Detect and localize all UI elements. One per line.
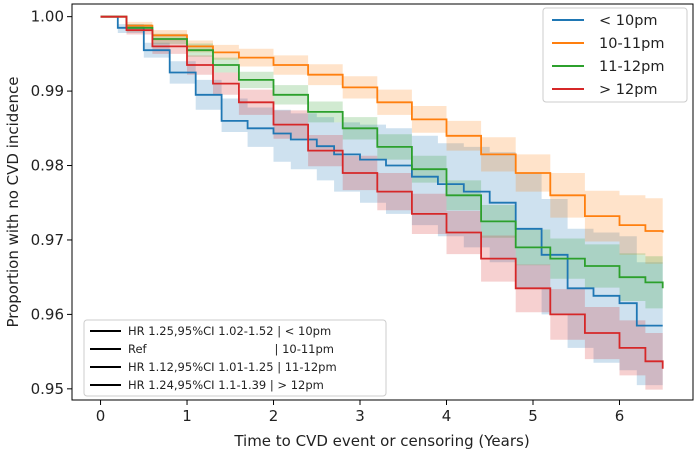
y-tick-label: 1.00 [31,8,64,26]
series-0-ci-band [100,16,663,386]
x-tick-label: 6 [615,407,625,425]
y-tick-label: 0.99 [31,82,64,100]
legend-box [542,7,688,103]
legend-label-11-12: 11-12pm [599,59,664,75]
legend-label-lt10: < 10pm [599,13,658,29]
survival-curves [100,15,664,369]
y-tick-label: 0.96 [31,305,64,323]
x-tick-label: 3 [355,407,365,425]
series-2-ci-band [100,16,663,316]
x-tick-label: 0 [96,407,106,425]
hr-box-frame [83,319,387,397]
legend: < 10pm 10-11pm 11-12pm > 12pm [542,7,688,103]
hr-text-2: Ref | 10-11pm [128,342,334,356]
y-tick-label: 0.97 [31,231,64,249]
y-tick-label: 0.95 [31,380,64,398]
y-axis-label: Proportion with no CVD incidence [4,76,22,327]
x-tick-label: 5 [528,407,538,425]
series-3-ci-band [100,16,663,398]
series-0-line [100,15,663,327]
legend-label-10-11: 10-11pm [599,36,664,52]
y-axis: 0.95 0.96 0.97 0.98 0.99 1.00 [31,8,72,398]
confidence-bands [100,16,663,398]
legend-label-gt12: > 12pm [599,82,658,98]
x-axis-label: Time to CVD event or censoring (Years) [233,432,529,450]
series-3-line [100,15,664,369]
hr-annotation-box: HR 1.25,95%CI 1.02-1.52 | < 10pm Ref | 1… [83,319,387,397]
x-tick-label: 1 [182,407,192,425]
x-axis: 0 1 2 3 4 5 6 [96,400,624,425]
x-tick-label: 2 [269,407,279,425]
y-tick-label: 0.98 [31,157,64,175]
hr-text-3: HR 1.12,95%CI 1.01-1.25 | 11-12pm [128,360,337,374]
hr-text-4: HR 1.24,95%CI 1.1-1.39 | > 12pm [128,378,324,392]
x-tick-label: 4 [442,407,452,425]
hr-text-1: HR 1.25,95%CI 1.02-1.52 | < 10pm [128,324,331,338]
